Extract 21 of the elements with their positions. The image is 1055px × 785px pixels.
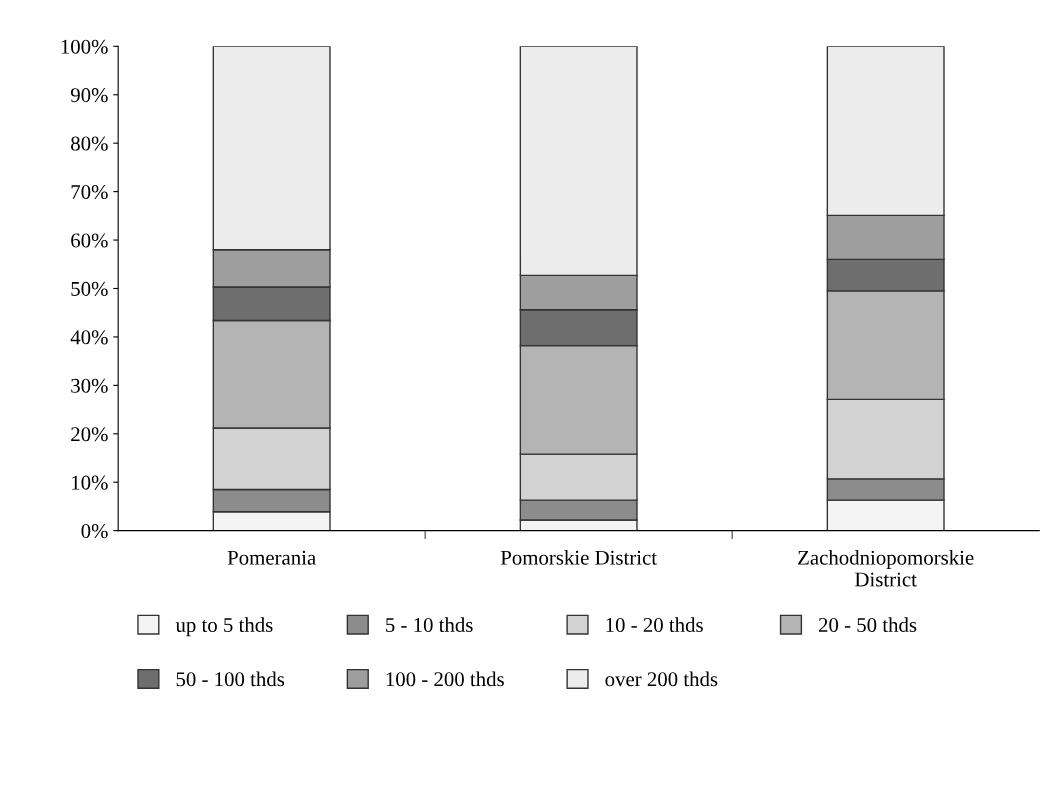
y-tick-label: 30%: [71, 378, 108, 393]
y-tick-label: 0%: [81, 524, 108, 539]
legend-label: over 200 thds: [605, 671, 718, 687]
legend-label: 5 - 10 thds: [386, 617, 473, 633]
x-tick-label: Pomorskie District: [500, 550, 657, 565]
legend-label: 100 - 200 thds: [386, 671, 504, 687]
y-tick-label: 40%: [70, 330, 108, 345]
legend-label: 10 - 20 thds: [606, 617, 703, 633]
x-tick-label: Zachodniopomorskie District: [798, 550, 974, 587]
legend-label: up to 5 thds: [175, 617, 273, 637]
y-tick-label: 50%: [71, 281, 108, 296]
legend-label: 20 - 50 thds: [818, 617, 917, 633]
y-tick-label: 10%: [72, 475, 108, 490]
legend-label: 50 - 100 thds: [176, 671, 285, 687]
y-tick-label: 100%: [61, 39, 108, 54]
y-tick-label: 70%: [71, 184, 108, 200]
x-tick-label: Pomerania: [227, 550, 316, 565]
y-tick-label: 90%: [70, 88, 108, 103]
y-tick-label: 60%: [71, 233, 108, 248]
y-tick-label: 80%: [71, 136, 108, 151]
y-tick-label: 20%: [71, 427, 108, 442]
